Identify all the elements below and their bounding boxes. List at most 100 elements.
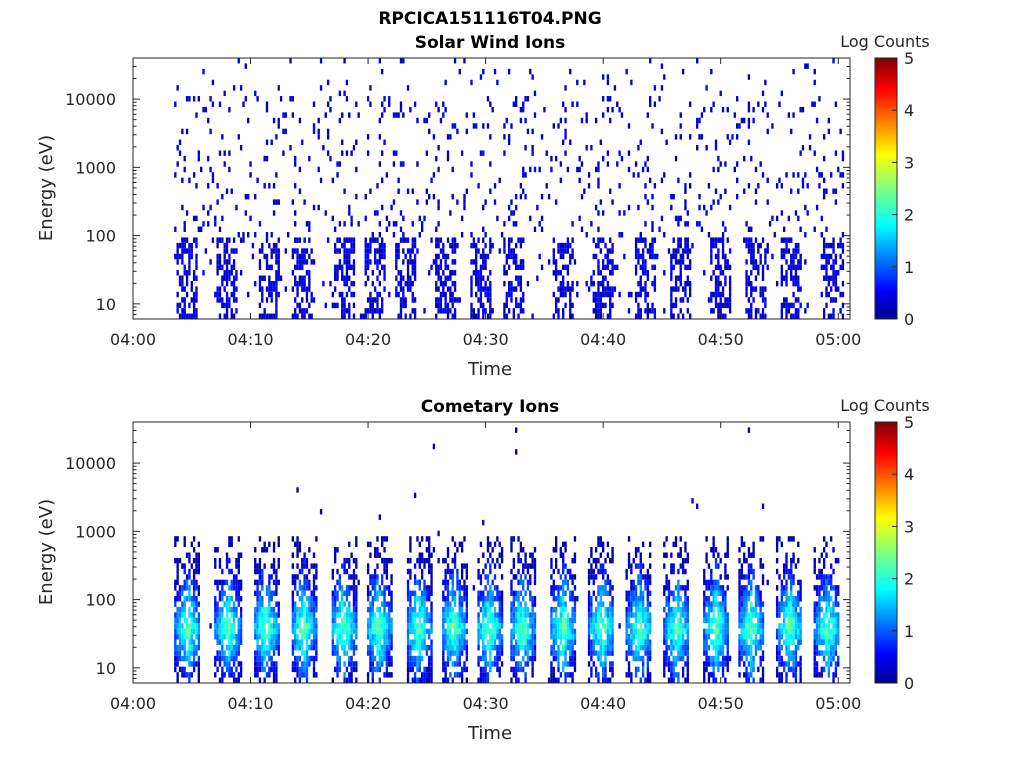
heatmap-cell (841, 150, 845, 156)
heatmap-cell (557, 666, 560, 673)
heatmap-cell (263, 563, 266, 569)
heatmap-cell (510, 547, 513, 553)
heatmap-cell (312, 661, 316, 667)
heatmap-cell (277, 248, 280, 254)
heatmap-cell (294, 155, 297, 162)
heatmap-cell (606, 96, 610, 102)
heatmap-cell (597, 541, 600, 548)
heatmap-cell (512, 634, 516, 640)
heatmap-cell (291, 563, 295, 569)
heatmap-cell (475, 291, 478, 298)
heatmap-cell (498, 623, 501, 629)
heatmap-cell (651, 237, 654, 243)
heatmap-cell (594, 628, 598, 635)
heatmap-cell (308, 221, 311, 227)
heatmap-cell (413, 492, 417, 499)
heatmap-cell (430, 606, 433, 613)
heatmap-cell (418, 585, 421, 591)
heatmap-cell (705, 210, 708, 216)
heatmap-cell (225, 188, 229, 194)
heatmap-cell (202, 204, 205, 211)
heatmap-cell (444, 574, 447, 580)
heatmap-cell (221, 644, 224, 651)
heatmap-cell (239, 628, 243, 635)
heatmap-cell (698, 117, 701, 124)
heatmap-cell (456, 661, 459, 667)
heatmap-cell (296, 313, 299, 319)
heatmap-cell (637, 313, 640, 319)
heatmap-cell (479, 606, 483, 613)
heatmap-cell (830, 253, 833, 260)
heatmap-cell (416, 248, 419, 254)
heatmap-cell (656, 253, 659, 260)
heatmap-cell (181, 612, 184, 618)
heatmap-cell (611, 259, 614, 265)
heatmap-cell (216, 264, 219, 271)
heatmap-cell (399, 313, 403, 319)
heatmap-cell (174, 226, 177, 232)
heatmap-cell (265, 313, 269, 319)
heatmap-cell (632, 639, 635, 645)
heatmap-cell (413, 253, 417, 260)
heatmap-cell (649, 677, 652, 683)
heatmap-cell (552, 253, 555, 260)
heatmap-cell (376, 596, 379, 602)
heatmap-cell (225, 259, 229, 265)
heatmap-cell (232, 634, 236, 640)
heatmap-cell (510, 297, 513, 303)
heatmap-cell (277, 557, 280, 564)
heatmap-cell (174, 661, 177, 667)
heatmap-cell (827, 128, 831, 135)
heatmap-cell (597, 617, 600, 624)
heatmap-cell (639, 601, 642, 607)
heatmap-cell (256, 650, 259, 656)
heatmap-cell (663, 232, 666, 238)
heatmap-cell (298, 547, 302, 553)
heatmap-cell (301, 568, 304, 575)
heatmap-cell (437, 166, 440, 173)
heatmap-cell (195, 237, 198, 243)
heatmap-cell (780, 237, 783, 243)
heatmap-cell (630, 634, 633, 640)
heatmap-cell (780, 253, 783, 260)
heatmap-cell (522, 655, 525, 662)
heatmap-cell (684, 286, 687, 292)
heatmap-cell (512, 210, 516, 216)
heatmap-cell (719, 280, 722, 287)
heatmap-cell (378, 590, 382, 596)
heatmap-cell (519, 259, 523, 265)
heatmap-cell (663, 606, 666, 613)
heatmap-cell (529, 579, 532, 586)
heatmap-cell (569, 68, 572, 75)
heatmap-cell (331, 623, 334, 629)
heatmap-cell (406, 270, 410, 276)
heatmap-cell (512, 308, 516, 314)
heatmap-cell (308, 596, 311, 602)
heatmap-cell (244, 96, 248, 102)
heatmap-cell (428, 563, 431, 569)
heatmap-cell (806, 302, 809, 309)
heatmap-cell (688, 248, 692, 254)
heatmap-cell (717, 552, 720, 558)
heatmap-cell (345, 617, 349, 624)
heatmap-cell (500, 650, 504, 656)
heatmap-cell (428, 661, 431, 667)
heatmap-cell (489, 639, 492, 645)
heatmap-cell (254, 579, 257, 586)
heatmap-cell (623, 253, 626, 260)
heatmap-cell (714, 547, 718, 553)
heatmap-cell (216, 623, 219, 629)
heatmap-cell (291, 313, 295, 319)
heatmap-cell (413, 313, 417, 319)
heatmap-cell (667, 579, 671, 586)
heatmap-cell (554, 199, 558, 205)
heatmap-cell (228, 639, 231, 645)
heatmap-cell (552, 547, 555, 553)
heatmap-cell (214, 672, 217, 678)
heatmap-cell (792, 259, 795, 265)
heatmap-cell (383, 644, 386, 651)
heatmap-cell (258, 650, 262, 656)
heatmap-cell (606, 623, 610, 629)
heatmap-cell (334, 264, 337, 271)
heatmap-cell (225, 557, 229, 564)
